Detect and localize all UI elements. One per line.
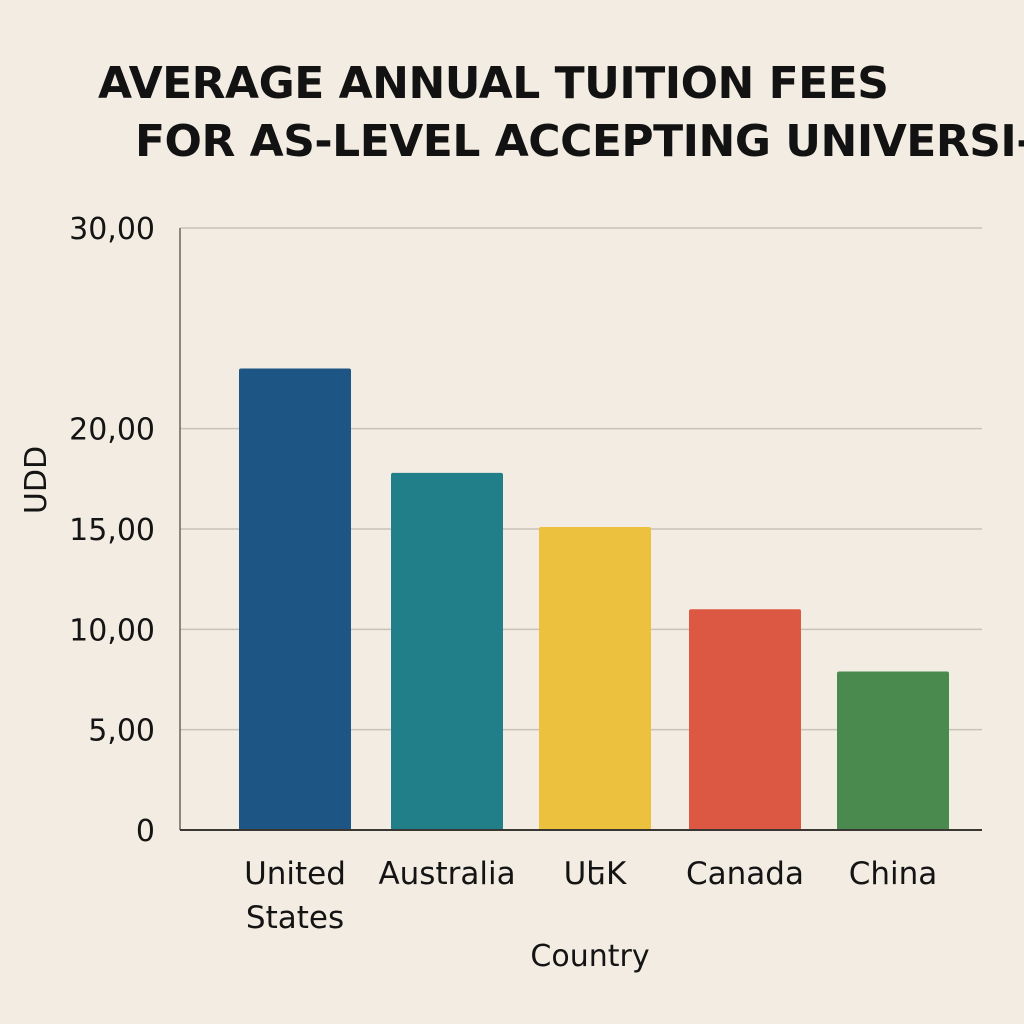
axes xyxy=(179,228,982,831)
bar xyxy=(391,472,503,830)
bars xyxy=(239,368,949,830)
chart-title-line-1: AVERAGE ANNUAL TUITION FEES xyxy=(98,58,889,109)
x-category-label: UեK xyxy=(564,856,627,892)
x-category-label: Australia xyxy=(378,856,515,892)
y-tick-label: 20,00 xyxy=(69,413,155,448)
bar xyxy=(539,526,651,830)
y-tick-label: 5,00 xyxy=(88,714,155,749)
y-tick-labels: 0 5,00 10,00 15,00 20,00 30,00 xyxy=(69,212,155,849)
x-category-label: United States xyxy=(244,856,346,936)
y-tick-label: 10,00 xyxy=(69,613,155,648)
x-category-labels: United States Australia UեK Canada China xyxy=(244,856,937,936)
bar xyxy=(689,609,801,830)
y-tick-label: 30,00 xyxy=(69,212,155,247)
x-category-label: China xyxy=(849,856,938,892)
chart-title-line-2: FOR AS-LEVEL ACCEPTING UNIVERSI- xyxy=(135,116,1024,167)
y-axis-title: UDD xyxy=(19,446,54,514)
y-tick-label: 15,00 xyxy=(69,513,155,548)
y-tick-label: 0 xyxy=(136,814,155,849)
bar xyxy=(239,368,351,830)
x-axis-title: Country xyxy=(530,939,649,974)
bar xyxy=(837,671,949,830)
x-category-label: Canada xyxy=(686,856,804,892)
